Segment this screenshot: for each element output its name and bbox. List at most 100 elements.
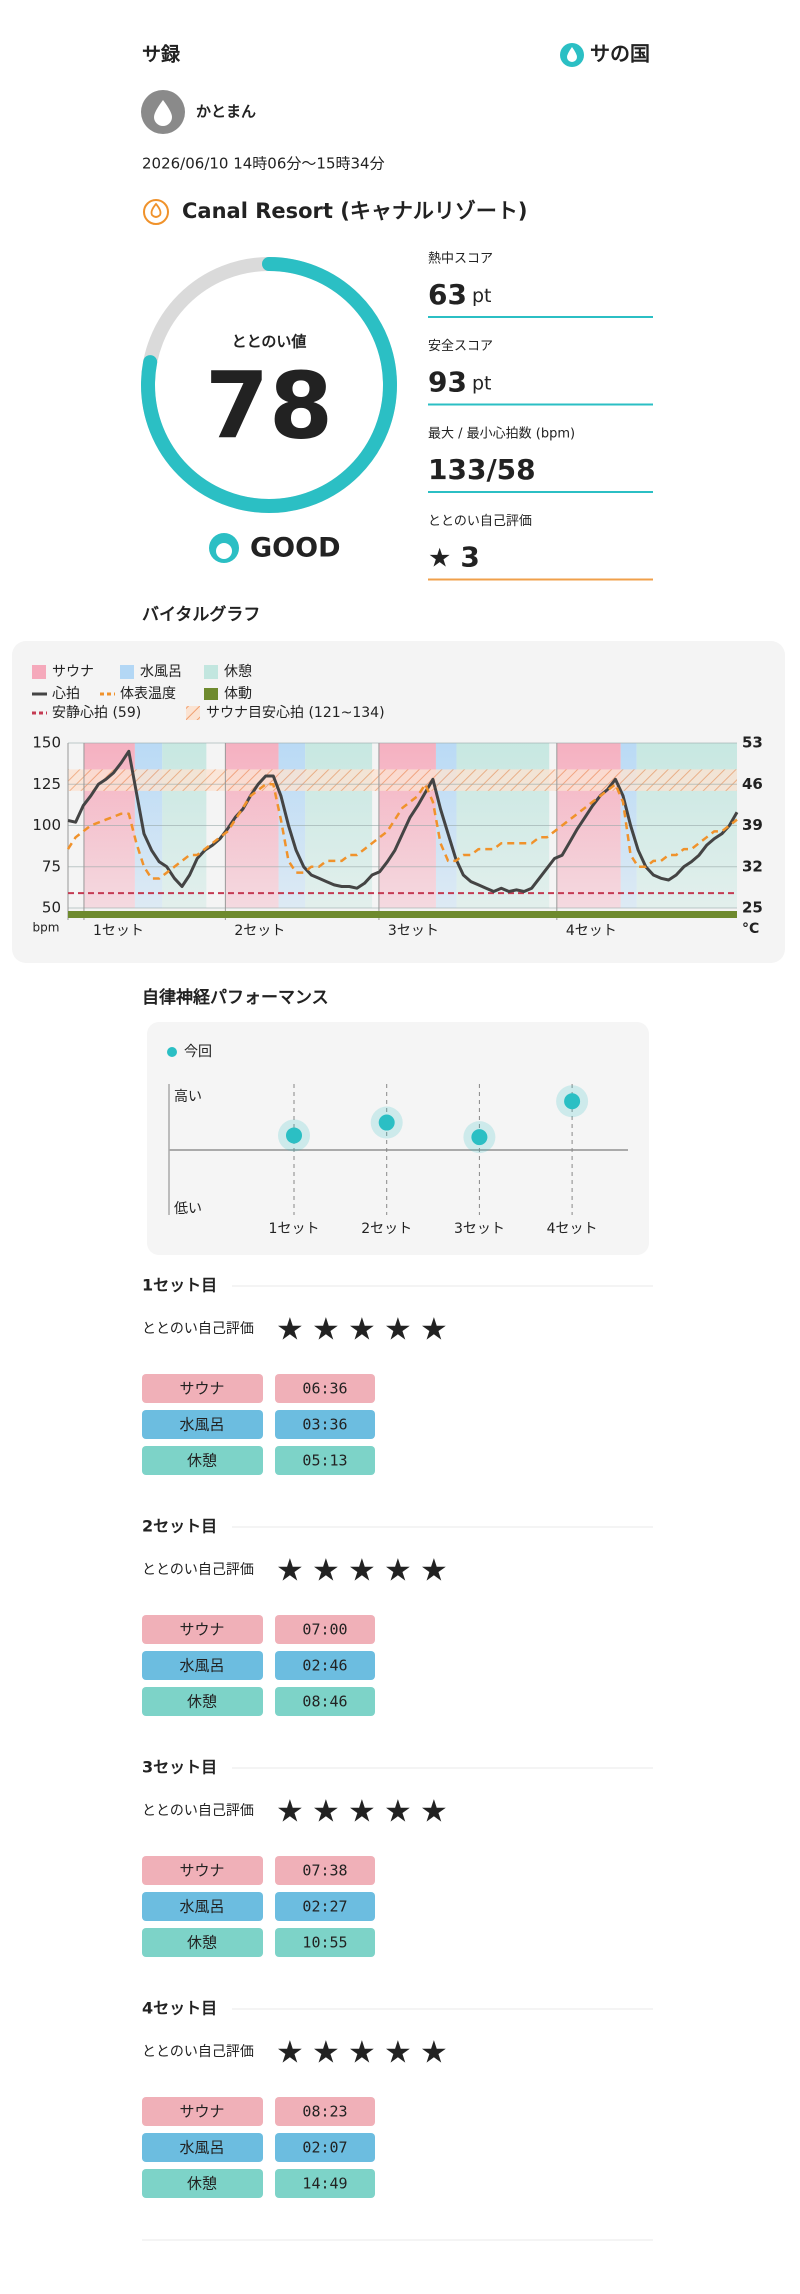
time-pill <box>275 2169 375 2198</box>
score-unit: pt <box>472 372 492 394</box>
time-pill <box>275 1928 375 1957</box>
phase-label: サウナ <box>179 1621 224 1639</box>
star[interactable]: ★ <box>348 1794 376 1830</box>
score-number: 133/58 <box>428 453 536 486</box>
rating-icon-face <box>216 543 232 559</box>
time-pill <box>275 1856 375 1885</box>
set-title: 3セット目 <box>142 1758 217 1777</box>
phase-pill <box>142 1410 263 1439</box>
y2-tick-label: 53 <box>742 734 763 752</box>
phase-time: 06:36 <box>302 1380 347 1398</box>
star[interactable]: ★ <box>420 1553 448 1589</box>
eval-label: ととのい自己評価 <box>142 1562 254 1578</box>
star[interactable]: ★ <box>312 1794 340 1830</box>
facility-name[interactable]: Canal Resort (キャナルリゾート) <box>182 199 527 223</box>
phase-label: サウナ <box>179 1862 224 1880</box>
series-line <box>67 749 739 893</box>
facility-flame <box>150 202 162 218</box>
gauge-arc <box>141 257 397 513</box>
session-datetime: 2026/06/10 14時06分〜15時34分 <box>142 155 385 173</box>
star[interactable]: ★ <box>348 1312 376 1348</box>
phase-pill <box>142 1651 263 1680</box>
legend-label: サウナ <box>52 664 94 680</box>
y-tick-label: 高い <box>174 1088 202 1105</box>
star[interactable]: ★ <box>384 1553 412 1589</box>
autonomic-card <box>147 1022 649 1255</box>
star[interactable]: ★ <box>276 2035 304 2071</box>
star[interactable]: ★ <box>420 2035 448 2071</box>
phase-pill <box>142 1615 263 1644</box>
star[interactable]: ★ <box>420 1312 448 1348</box>
legend-label: 水風呂 <box>140 664 182 680</box>
star[interactable]: ★ <box>276 1312 304 1348</box>
score-label: ととのい自己評価 <box>428 514 532 529</box>
set-title: 4セット目 <box>142 1999 217 2018</box>
set-title: 2セット目 <box>142 1517 217 1536</box>
phase-label: 休憩 <box>187 1693 217 1711</box>
y2-tick-label: 25 <box>742 899 763 917</box>
star[interactable]: ★ <box>348 1553 376 1589</box>
phase-pill <box>142 2097 263 2126</box>
phase-time: 02:46 <box>302 1657 347 1675</box>
x-tick-label: 2セット <box>234 923 285 939</box>
star[interactable]: ★ <box>276 1553 304 1589</box>
phase-label: 水風呂 <box>179 1416 224 1434</box>
phase-time: 08:46 <box>302 1693 347 1711</box>
legend-label: 今回 <box>184 1044 212 1060</box>
legend-label: 体表温度 <box>120 686 176 702</box>
phase-time: 07:00 <box>302 1621 347 1639</box>
y-tick-label: 100 <box>32 816 61 834</box>
section-title: 自律神経パフォーマンス <box>142 987 329 1008</box>
movement-strip <box>68 911 737 918</box>
score-unit: pt <box>472 285 492 307</box>
time-pill <box>275 1410 375 1439</box>
phase-pill <box>142 1374 263 1403</box>
score-star: ★ <box>428 543 460 573</box>
phase-label: 休憩 <box>187 1452 217 1470</box>
y-tick-label: 150 <box>32 734 61 752</box>
legend-label: 体動 <box>224 686 252 702</box>
phase-pill <box>142 1856 263 1885</box>
score-label: 安全スコア <box>428 339 493 354</box>
score-number: 93 <box>428 366 467 399</box>
y-tick-label: 125 <box>32 775 61 793</box>
point <box>378 1114 395 1131</box>
point <box>286 1127 302 1144</box>
x-tick-label: 1セット <box>93 923 144 939</box>
user-name[interactable]: かとまん <box>196 103 256 121</box>
phase-pill <box>142 1687 263 1716</box>
eval-label: ととのい自己評価 <box>142 1803 254 1819</box>
legend-dot <box>167 1047 177 1057</box>
phase-label: 休憩 <box>187 2175 217 2193</box>
phase-time: 03:36 <box>302 1416 347 1434</box>
gauge-value: 78 <box>205 352 333 459</box>
legend-swatch <box>204 688 218 700</box>
legend-label: サウナ目安心拍 (121~134) <box>206 705 385 721</box>
star[interactable]: ★ <box>420 1794 448 1830</box>
y2-tick-label: 32 <box>742 857 763 875</box>
logo-text[interactable]: サの国 <box>590 42 650 66</box>
phase-time: 08:23 <box>302 2103 347 2121</box>
star[interactable]: ★ <box>276 1794 304 1830</box>
phase-label: 水風呂 <box>179 1898 224 1916</box>
time-pill <box>275 1892 375 1921</box>
star[interactable]: ★ <box>348 2035 376 2071</box>
star[interactable]: ★ <box>384 2035 412 2071</box>
y-tick-label: 75 <box>42 857 61 875</box>
phase-time: 05:13 <box>302 1452 347 1470</box>
time-pill <box>275 1615 375 1644</box>
time-pill <box>275 2097 375 2126</box>
legend-swatch <box>186 706 200 720</box>
time-pill <box>275 2133 375 2162</box>
star[interactable]: ★ <box>312 1312 340 1348</box>
star[interactable]: ★ <box>384 1312 412 1348</box>
phase-time: 02:27 <box>302 1898 347 1916</box>
star[interactable]: ★ <box>312 2035 340 2071</box>
phase-time: 02:07 <box>302 2139 347 2157</box>
star[interactable]: ★ <box>384 1794 412 1830</box>
star[interactable]: ★ <box>312 1553 340 1589</box>
section-title: バイタルグラフ <box>142 604 260 625</box>
phase-time: 14:49 <box>302 2175 347 2193</box>
